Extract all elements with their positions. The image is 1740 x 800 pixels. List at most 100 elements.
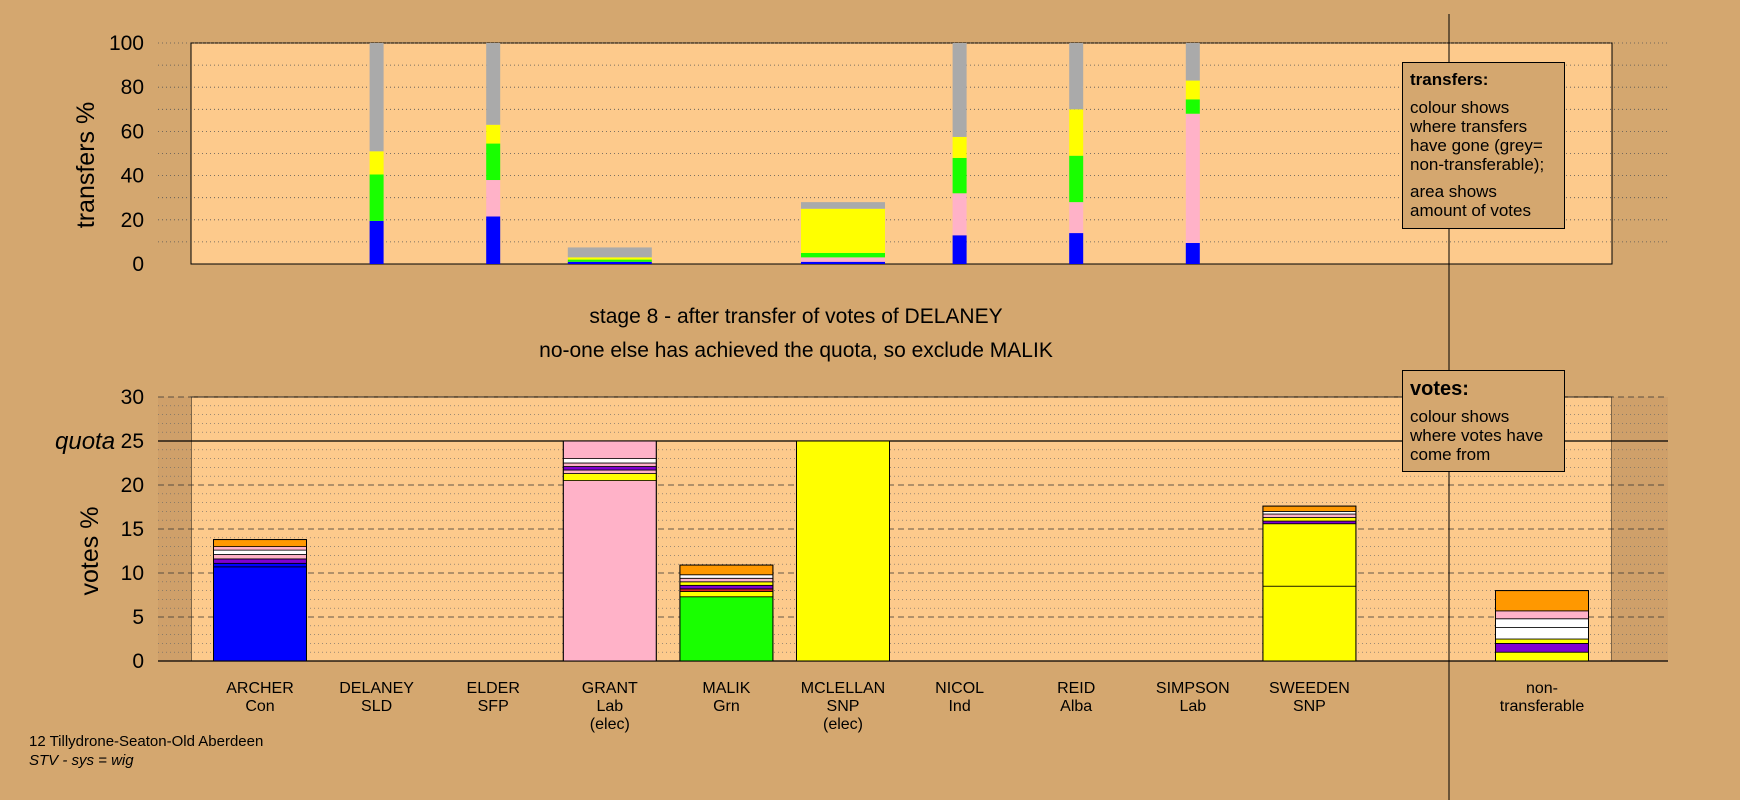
bottom-y-axis-label: votes % (76, 507, 104, 596)
bottom-vote-segment (679, 591, 774, 598)
bottom-vote-segment (1262, 585, 1357, 662)
top-transfer-segment (1069, 43, 1084, 110)
stage-line-1: stage 8 - after transfer of votes of DEL… (589, 305, 1002, 328)
top-transfer-segment (801, 257, 885, 262)
bottom-vote-segment (1495, 643, 1589, 653)
bottom-vote-segment (562, 473, 657, 481)
bottom-vote-segment (1262, 517, 1357, 522)
candidate-label: Ind (948, 698, 970, 715)
candidate-label: SFP (478, 698, 509, 715)
candidate-label: REID (1057, 680, 1095, 697)
top-transfer-segment (801, 252, 885, 258)
bottom-vote-segment (213, 566, 307, 662)
top-transfer-segment (567, 261, 652, 264)
top-plot-area (190, 42, 1613, 265)
bottom-bar-outline (562, 440, 657, 662)
bottom-bar-outline (1495, 590, 1589, 662)
votes-legend-title: votes: (1410, 378, 1469, 400)
bottom-y-tick-label: 15 (121, 518, 144, 541)
top-transfer-segment (1069, 202, 1084, 234)
bottom-vote-segment (1262, 513, 1357, 518)
top-y-tick-label: 0 (132, 253, 144, 276)
top-transfer-segment (369, 220, 384, 264)
bottom-vote-segment (1495, 651, 1589, 662)
bottom-vote-segment (213, 558, 307, 564)
bottom-y-tick-label: 30 (121, 386, 144, 409)
top-transfer-segment (369, 174, 384, 221)
transfers-legend-text-2: area shows amount of votes (1410, 182, 1531, 220)
bottom-vote-segment (679, 596, 774, 662)
votes-legend: votes: colour shows where votes have com… (1402, 370, 1565, 472)
stage-line-2: no-one else has achieved the quota, so e… (539, 339, 1053, 362)
transfers-legend: transfers: colour shows where transfers … (1402, 62, 1565, 229)
top-transfer-segment (486, 216, 501, 264)
bottom-bar-outline (679, 564, 774, 662)
candidate-label: MCLELLAN (801, 680, 885, 697)
candidate-label: SLD (361, 698, 392, 715)
candidate-label: non- (1526, 680, 1558, 697)
top-transfer-segment (801, 208, 885, 253)
bottom-y-tick-label: 0 (132, 650, 144, 673)
top-y-tick-label: 40 (121, 165, 144, 188)
candidate-label: Alba (1060, 698, 1092, 715)
top-transfer-segment (1185, 43, 1200, 81)
top-transfer-segment (486, 43, 501, 125)
bottom-vote-segment (1495, 618, 1589, 628)
top-transfer-segment (1069, 155, 1084, 203)
top-transfer-segment (1185, 243, 1200, 264)
top-y-tick-label: 100 (109, 32, 144, 55)
top-y-axis-label: transfers % (72, 102, 100, 228)
candidate-label: Lab (596, 698, 623, 715)
top-y-tick-label: 80 (121, 76, 144, 99)
bottom-vote-segment (1262, 505, 1357, 512)
bottom-vote-segment (1495, 638, 1589, 644)
bottom-vote-segment (213, 562, 307, 568)
top-transfer-segment (486, 180, 501, 217)
bottom-vote-segment (1495, 610, 1589, 620)
bottom-vote-segment (679, 564, 774, 576)
top-y-tick-label: 60 (121, 120, 144, 143)
candidate-label: ARCHER (226, 680, 294, 697)
candidate-label: (elec) (823, 716, 863, 733)
bars (213, 43, 1589, 662)
candidate-label: SNP (1293, 698, 1326, 715)
bottom-vote-segment (562, 458, 657, 464)
candidate-label: ELDER (467, 680, 520, 697)
votes-legend-text-1: colour shows where votes have come from (1410, 407, 1544, 464)
candidate-label: SNP (827, 698, 860, 715)
top-transfer-segment (1069, 233, 1084, 264)
bottom-vote-segment (213, 539, 307, 547)
bottom-vote-segment (213, 554, 307, 560)
top-transfer-segment (369, 43, 384, 152)
top-transfer-segment (486, 143, 501, 181)
footer-system: STV - sys = wig (29, 752, 134, 769)
top-transfer-segment (952, 193, 967, 236)
bottom-y-tick-label: 20 (121, 474, 144, 497)
footer-constituency: 12 Tillydrone-Seaton-Old Aberdeen (29, 733, 263, 750)
bottom-vote-segment (796, 440, 890, 662)
top-transfer-segment (801, 202, 885, 209)
top-transfer-segment (801, 261, 885, 264)
transfers-legend-title: transfers: (1410, 70, 1489, 89)
candidate-label: transferable (1500, 698, 1585, 715)
bottom-vote-segment (562, 440, 657, 460)
bottom-vote-segment (1262, 523, 1357, 587)
transfers-legend-text-1: colour shows where transfers have gone (… (1410, 98, 1545, 174)
candidate-label: NICOL (935, 680, 984, 697)
bottom-bar-outline (796, 440, 890, 662)
candidate-label: MALIK (702, 680, 750, 697)
top-transfer-segment (567, 259, 652, 262)
top-transfer-segment (952, 136, 967, 158)
top-transfer-segment (1185, 80, 1200, 100)
candidate-label: Lab (1179, 698, 1206, 715)
top-transfer-segment (567, 257, 652, 260)
candidate-label: (elec) (590, 716, 630, 733)
top-transfer-segment (952, 43, 967, 137)
top-transfer-segment (486, 124, 501, 144)
bottom-bar-outline (1262, 505, 1357, 662)
top-transfer-segment (952, 157, 967, 194)
candidate-label: SIMPSON (1156, 680, 1230, 697)
top-transfer-segment (1069, 109, 1084, 156)
